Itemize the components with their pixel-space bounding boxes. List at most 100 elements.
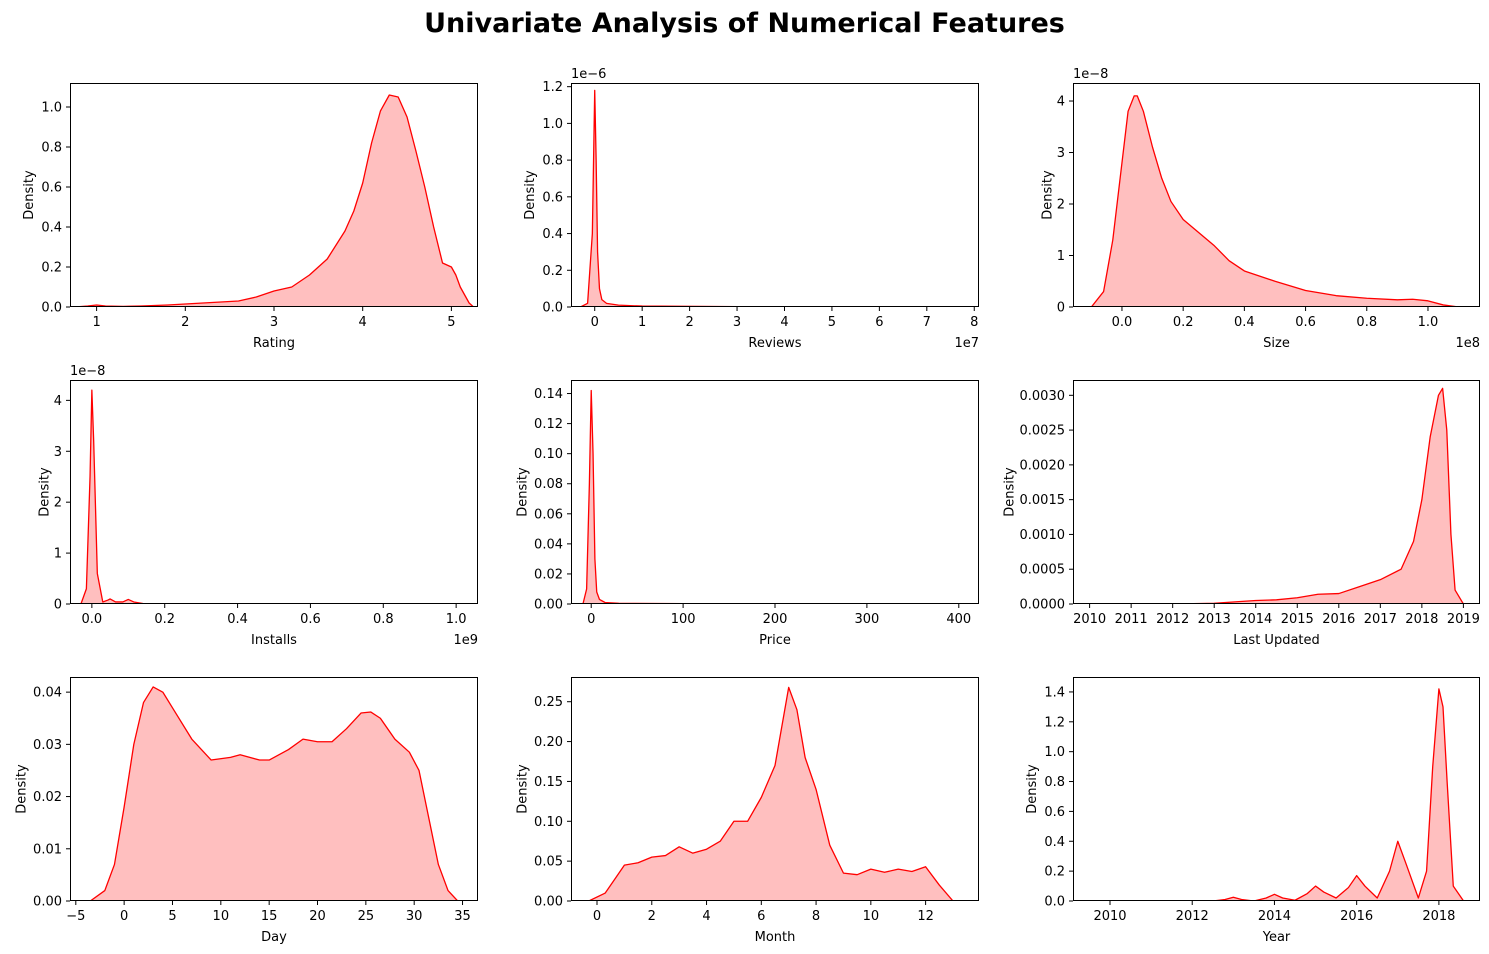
- density-curve-day: [89, 686, 459, 901]
- density-curve-last-updated: [1089, 387, 1464, 604]
- x-tick-label: 15: [261, 909, 278, 924]
- y-tick-label: 0.14: [534, 387, 563, 402]
- axes-frame-day: [70, 677, 478, 901]
- y-tick-label: 0.2: [41, 261, 62, 276]
- axes-frame-last-updated: [1073, 380, 1480, 604]
- density-area-year: [1089, 688, 1464, 901]
- density-area-price: [582, 390, 959, 604]
- x-offset-label: 1e8: [1455, 336, 1480, 351]
- x-tick-label: 12: [917, 909, 934, 924]
- y-tick-label: 0.05: [534, 855, 563, 870]
- x-tick-label: 2012: [1156, 612, 1189, 627]
- x-tick-label: 400: [946, 612, 971, 627]
- x-tick-label: 2013: [1198, 612, 1231, 627]
- y-axis-label: Density: [1025, 764, 1040, 814]
- y-tick-label: 0.6: [41, 181, 62, 196]
- x-tick-label: 0.4: [1234, 315, 1255, 330]
- y-tick-label: 0.0030: [1020, 389, 1066, 404]
- y-tick-label: 0.2: [1044, 865, 1065, 880]
- figure-title: Univariate Analysis of Numerical Feature…: [424, 8, 1065, 39]
- y-tick-label: 4: [1057, 95, 1065, 110]
- x-tick-label: 0.8: [373, 612, 394, 627]
- x-tick-label: 0.8: [1356, 315, 1377, 330]
- x-tick-label: 2014: [1239, 612, 1272, 627]
- y-tick-label: 3: [54, 445, 62, 460]
- y-tick-label: 0.0005: [1020, 563, 1066, 578]
- x-tick-label: 0.4: [227, 612, 248, 627]
- density-curve-month: [588, 686, 954, 901]
- x-tick-label: 2014: [1258, 909, 1291, 924]
- x-tick-label: 0: [591, 315, 599, 330]
- y-tick-label: 0.10: [534, 447, 563, 462]
- x-tick-label: 2011: [1115, 612, 1148, 627]
- axes-frame-installs: [70, 380, 478, 604]
- y-tick-label: 1.0: [41, 101, 62, 116]
- y-axis-label: Density: [1002, 467, 1017, 517]
- y-tick-label: 1: [54, 547, 62, 562]
- x-tick-label: 2010: [1093, 909, 1126, 924]
- x-tick-label: 0.0: [1112, 315, 1133, 330]
- density-curve-installs: [80, 389, 457, 604]
- y-tick-label: 0.04: [33, 686, 62, 701]
- x-tick-label: 6: [875, 315, 883, 330]
- density-curve-rating: [74, 94, 475, 307]
- y-tick-label: 0.02: [33, 790, 62, 805]
- axes-frame-reviews: [571, 83, 979, 307]
- x-tick-label: 1: [638, 315, 646, 330]
- y-axis-label: Density: [37, 467, 52, 517]
- y-tick-label: 0.10: [534, 815, 563, 830]
- y-axis-label: Density: [1040, 170, 1055, 220]
- y-tick-label: 0.00: [534, 598, 563, 613]
- x-tick-label: 2015: [1281, 612, 1314, 627]
- x-tick-label: 2: [648, 909, 656, 924]
- y-tick-label: 0.06: [534, 507, 563, 522]
- y-tick-label: 2: [54, 496, 62, 511]
- x-tick-label: 2012: [1176, 909, 1209, 924]
- x-tick-label: 0.6: [300, 612, 321, 627]
- x-tick-label: 2: [181, 315, 189, 330]
- y-tick-label: 0.20: [534, 735, 563, 750]
- y-tick-label: 0.04: [534, 537, 563, 552]
- y-tick-label: 0.00: [33, 895, 62, 910]
- y-tick-label: 0.8: [1044, 775, 1065, 790]
- y-tick-label: 4: [54, 394, 62, 409]
- y-tick-label: 3: [1057, 146, 1065, 161]
- x-axis-label: Year: [1262, 930, 1291, 945]
- subplot-size: 0.0 0.2 0.4 0.6 0.8 1.0 0 1 2 3 4 Size Density 1e−8 1e…: [1040, 67, 1480, 351]
- y-tick-label: 0.0000: [1020, 598, 1066, 613]
- x-tick-label: 8: [812, 909, 820, 924]
- x-tick-label: 0: [593, 909, 601, 924]
- y-tick-label: 0.0010: [1020, 528, 1066, 543]
- x-offset-label: 1e9: [453, 633, 478, 648]
- x-tick-label: 300: [854, 612, 879, 627]
- y-tick-label: 0.2: [542, 264, 563, 279]
- y-tick-label: 0.08: [534, 477, 563, 492]
- x-tick-label: 20: [309, 909, 326, 924]
- x-tick-label: 4: [780, 315, 788, 330]
- density-curve-price: [582, 389, 959, 604]
- x-tick-label: 7: [923, 315, 931, 330]
- density-area-last-updated: [1089, 388, 1464, 604]
- x-tick-label: 5: [447, 315, 455, 330]
- y-tick-label: 1.2: [542, 80, 563, 95]
- x-tick-label: 4: [702, 909, 710, 924]
- y-tick-label: 0.03: [33, 738, 62, 753]
- y-tick-label: 0.8: [41, 141, 62, 156]
- x-tick-label: 10: [863, 909, 880, 924]
- x-tick-label: 0.2: [154, 612, 175, 627]
- subplot-year: 2010 2012 2014 2016 2018 0.0 0.2 0.4 0.6 0.8 1.0 1.…: [1025, 677, 1480, 945]
- y-tick-label: 0.0: [542, 301, 563, 316]
- density-area-size: [1091, 95, 1459, 307]
- axes-frame-year: [1073, 677, 1480, 901]
- x-tick-label: 6: [757, 909, 765, 924]
- x-tick-label: 3: [733, 315, 741, 330]
- x-tick-label: 10: [213, 909, 230, 924]
- x-tick-label: 8: [970, 315, 978, 330]
- x-tick-label: 0: [587, 612, 595, 627]
- axes-frame-rating: [70, 83, 478, 307]
- x-tick-label: 35: [454, 909, 471, 924]
- density-curve-size: [1090, 95, 1459, 307]
- x-tick-label: 200: [763, 612, 788, 627]
